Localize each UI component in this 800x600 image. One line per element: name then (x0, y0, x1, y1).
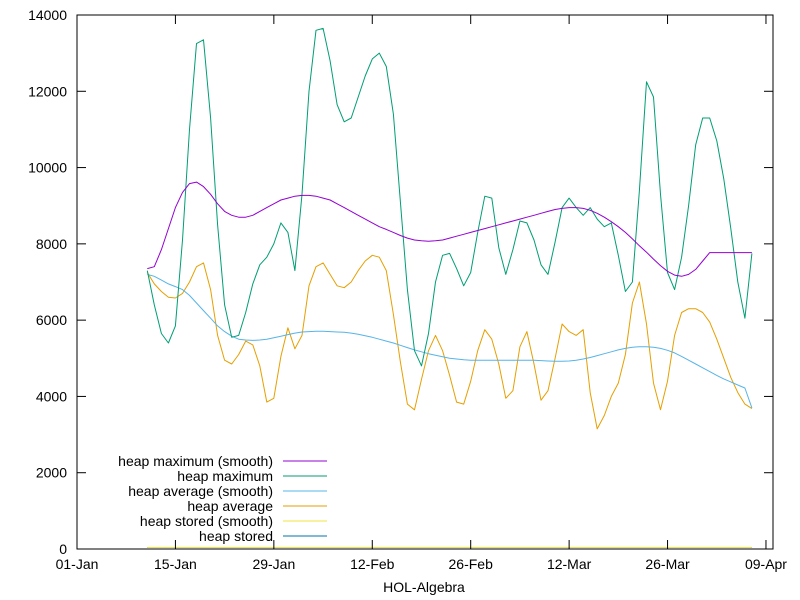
legend-label: heap maximum (smooth) (118, 453, 273, 469)
x-tick-label: 15-Jan (154, 556, 197, 572)
x-axis-label: HOL-Algebra (383, 579, 465, 595)
axes: 0 2000 4000 6000 8000 10000 12000 14000 01-Jan 15… (28, 7, 787, 572)
legend-label: heap stored (smooth) (140, 513, 273, 529)
y-tick-label: 12000 (28, 83, 67, 99)
legend-label: heap stored (199, 528, 273, 544)
x-tick-label: 09-Apr (745, 556, 787, 572)
y-tick-label: 14000 (28, 7, 67, 23)
series-line-heap-maximum-smooth- (147, 181, 752, 277)
y-tick-label: 0 (59, 541, 67, 557)
series-line-heap-average (146, 254, 753, 430)
x-tick-label: 26-Feb (449, 556, 494, 572)
legend-label: heap average (smooth) (128, 483, 273, 499)
x-tick-label: 01-Jan (56, 556, 99, 572)
y-tick-label: 10000 (28, 160, 67, 176)
plot-area (146, 27, 753, 548)
legend-label: heap maximum (177, 468, 273, 484)
y-tick-label: 2000 (36, 465, 67, 481)
series-line-heap-maximum (146, 27, 753, 367)
y-tick-label: 4000 (36, 388, 67, 404)
legend-label: heap average (187, 498, 273, 514)
y-tick-label: 6000 (36, 312, 67, 328)
series-line-heap-average-smooth- (147, 273, 753, 409)
x-tick-label: 12-Mar (547, 556, 592, 572)
x-tick-label: 29-Jan (252, 556, 295, 572)
plot-frame (76, 14, 774, 550)
y-tick-label: 8000 (36, 236, 67, 252)
x-tick-label: 12-Feb (350, 556, 395, 572)
x-tick-label: 26-Mar (645, 556, 690, 572)
